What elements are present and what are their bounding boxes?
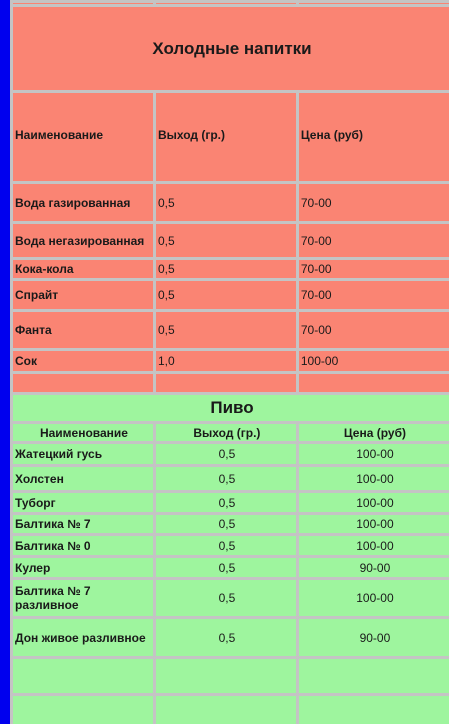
table-row: Сок 1,0 100-00 [13, 351, 449, 371]
item-name: Дон живое разливное [13, 619, 153, 656]
table-row: Холстен 0,5 100-00 [13, 467, 449, 490]
menu-table-wrapper: Холодные напитки Наименование Выход (гр.… [10, 0, 449, 724]
item-output: 0,5 [155, 558, 296, 577]
item-price: 70-00 [298, 224, 449, 257]
item-price: 100-00 [298, 351, 449, 371]
item-price: 100-00 [298, 444, 449, 464]
table-row: Вода газированная 0,5 70-00 [13, 184, 449, 221]
item-price: 100-00 [298, 580, 449, 616]
table-header-row: Наименование Выход (гр.) Цена (руб) [13, 93, 449, 181]
table-row: Туборг 0,5 100-00 [13, 493, 449, 512]
item-output: 0,5 [155, 493, 296, 512]
table-row [13, 696, 449, 724]
item-output: 0,5 [155, 184, 296, 221]
item-name: Вода негазированная [13, 224, 153, 257]
table-row: Кока-кола 0,5 70-00 [13, 260, 449, 278]
table-row: Спрайт 0,5 70-00 [13, 281, 449, 309]
item-name: Холстен [13, 467, 153, 490]
item-output: 0,5 [155, 224, 296, 257]
item-output: 0,5 [155, 515, 296, 533]
item-output: 0,5 [155, 536, 296, 555]
table-row [13, 374, 449, 392]
item-name: Балтика № 0 [13, 536, 153, 555]
item-name: Спрайт [13, 281, 153, 309]
item-name: Кока-кола [13, 260, 153, 278]
item-output: 0,5 [155, 580, 296, 616]
item-name: Вода газированная [13, 184, 153, 221]
item-output: 0,5 [155, 619, 296, 656]
item-price: 90-00 [298, 558, 449, 577]
item-output: 0,5 [155, 281, 296, 309]
table-row: Балтика № 7 0,5 100-00 [13, 515, 449, 533]
item-price: 70-00 [298, 184, 449, 221]
column-header-output: Выход (гр.) [155, 93, 296, 181]
item-price: 70-00 [298, 312, 449, 348]
table-row: Жатецкий гусь 0,5 100-00 [13, 444, 449, 464]
item-name: Балтика № 7 [13, 515, 153, 533]
column-header-output: Выход (гр.) [155, 424, 296, 441]
item-name: Туборг [13, 493, 153, 512]
section-title-row: Пиво [13, 395, 449, 421]
item-name: Балтика № 7 разливное [13, 580, 153, 616]
item-name: Кулер [13, 558, 153, 577]
left-accent-bar [0, 0, 10, 724]
table-row: Дон живое разливное 0,5 90-00 [13, 619, 449, 656]
column-header-price: Цена (руб) [298, 93, 449, 181]
table-row [13, 3, 449, 4]
item-output: 1,0 [155, 351, 296, 371]
item-name: Жатецкий гусь [13, 444, 153, 464]
item-price: 100-00 [298, 515, 449, 533]
item-price: 100-00 [298, 467, 449, 490]
menu-table: Холодные напитки Наименование Выход (гр.… [10, 0, 449, 724]
section-title-cold-drinks: Холодные напитки [13, 7, 449, 90]
item-price: 90-00 [298, 619, 449, 656]
table-row [13, 659, 449, 693]
section-title-beer: Пиво [13, 395, 449, 421]
item-output: 0,5 [155, 444, 296, 464]
table-row: Фанта 0,5 70-00 [13, 312, 449, 348]
item-output: 0,5 [155, 260, 296, 278]
section-title-row: Холодные напитки [13, 7, 449, 90]
column-header-price: Цена (руб) [298, 424, 449, 441]
table-row: Балтика № 0 0,5 100-00 [13, 536, 449, 555]
item-name: Сок [13, 351, 153, 371]
column-header-name: Наименование [13, 93, 153, 181]
column-header-name: Наименование [13, 424, 153, 441]
item-price: 70-00 [298, 281, 449, 309]
item-name: Фанта [13, 312, 153, 348]
item-output: 0,5 [155, 312, 296, 348]
item-output: 0,5 [155, 467, 296, 490]
item-price: 70-00 [298, 260, 449, 278]
table-row: Балтика № 7 разливное 0,5 100-00 [13, 580, 449, 616]
table-header-row: Наименование Выход (гр.) Цена (руб) [13, 424, 449, 441]
item-price: 100-00 [298, 493, 449, 512]
table-row: Вода негазированная 0,5 70-00 [13, 224, 449, 257]
item-price: 100-00 [298, 536, 449, 555]
table-row: Кулер 0,5 90-00 [13, 558, 449, 577]
